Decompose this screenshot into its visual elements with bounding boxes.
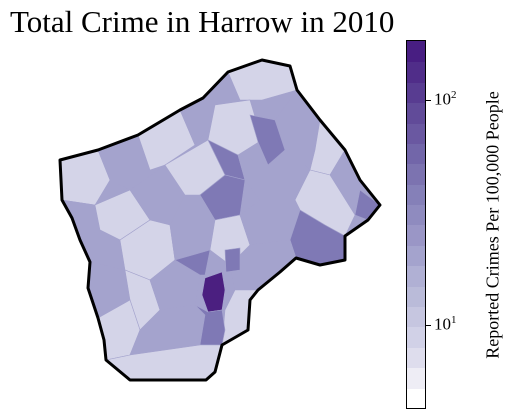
colorbar-step — [407, 163, 425, 185]
colorbar-step — [407, 326, 425, 348]
colorbar — [406, 40, 426, 409]
ward-areas — [60, 60, 380, 380]
colorbar-step — [407, 61, 425, 83]
colorbar-tick-label-1: 101 — [434, 314, 457, 334]
page-title: Total Crime in Harrow in 2010 — [10, 4, 395, 39]
ward-area — [194, 304, 226, 346]
ward-area — [207, 99, 263, 156]
colorbar-step — [407, 367, 425, 389]
colorbar-step — [407, 387, 425, 408]
colorbar-step — [407, 102, 425, 124]
colorbar-step — [407, 244, 425, 267]
ward-area — [224, 247, 241, 273]
ward-area — [129, 164, 186, 226]
colorbar-step — [407, 285, 425, 308]
ward-area — [174, 249, 211, 276]
colorbar-step — [407, 183, 425, 206]
colorbar-tick-mark-2 — [426, 100, 431, 101]
colorbar-step — [407, 265, 425, 287]
colorbar-step — [407, 224, 425, 246]
colorbar-step — [407, 142, 425, 165]
colorbar-label: Reported Crimes Per 100,000 People — [482, 91, 503, 359]
borough-boundary — [58, 58, 382, 382]
colorbar-step — [407, 306, 425, 328]
colorbar-tick-mark-1 — [426, 325, 431, 326]
colorbar-step — [407, 41, 425, 63]
colorbar-step — [407, 204, 425, 226]
colorbar-tick-label-2: 102 — [434, 89, 457, 109]
harrow-choropleth-map — [58, 58, 382, 382]
ward-area — [149, 259, 201, 311]
colorbar-step — [407, 81, 425, 104]
colorbar-step — [407, 346, 425, 369]
ward-area — [249, 114, 286, 166]
colorbar-step — [407, 122, 425, 144]
